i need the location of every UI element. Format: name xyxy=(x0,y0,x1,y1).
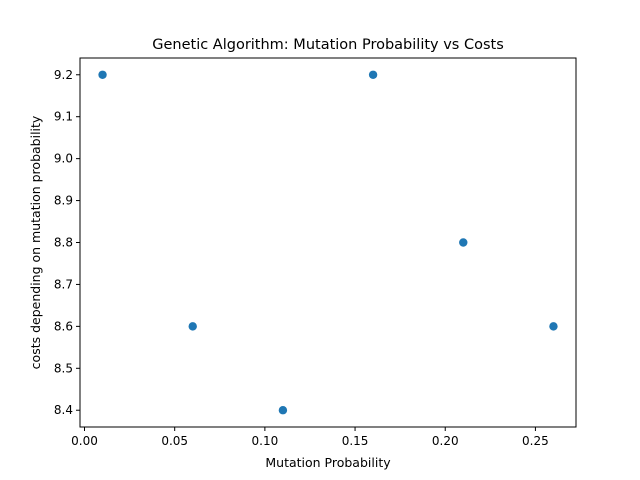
x-tick-label: 0.15 xyxy=(342,434,369,448)
data-point xyxy=(459,238,468,247)
data-point xyxy=(278,406,288,415)
x-axis-label: Mutation Probability xyxy=(265,455,391,470)
x-tick-label: 0.25 xyxy=(522,434,549,448)
data-points xyxy=(98,70,558,415)
x-tick-label: 0.20 xyxy=(432,434,459,448)
y-axis-label: costs depending on mutation probability xyxy=(28,115,43,369)
axes-frame xyxy=(79,57,577,428)
y-tick-label: 8.5 xyxy=(54,361,73,375)
data-point xyxy=(98,70,107,79)
data-point xyxy=(549,322,558,331)
chart-title: Genetic Algorithm: Mutation Probability … xyxy=(152,37,504,53)
y-tick-label: 8.7 xyxy=(54,277,73,291)
x-tick-label: 0.05 xyxy=(161,434,188,448)
axis-ticks: 0.00 0.05 0.10 0.15 0.20 0.25 8.4 8.5 8.6 8.7 8.8 8… xyxy=(54,68,549,448)
plot-area xyxy=(80,58,576,427)
y-tick-label: 8.9 xyxy=(54,194,73,208)
y-tick-label: 8.6 xyxy=(54,319,73,333)
x-tick-label: 0.10 xyxy=(252,434,279,448)
y-tick-label: 8.8 xyxy=(54,236,73,250)
x-tick-label: 0.00 xyxy=(71,434,98,448)
y-tick-label: 8.4 xyxy=(54,403,73,417)
y-tick-label: 9.0 xyxy=(54,152,73,166)
data-point xyxy=(368,70,378,79)
data-point xyxy=(188,322,197,331)
y-tick-label: 9.2 xyxy=(54,68,73,82)
y-tick-label: 9.1 xyxy=(54,110,73,124)
